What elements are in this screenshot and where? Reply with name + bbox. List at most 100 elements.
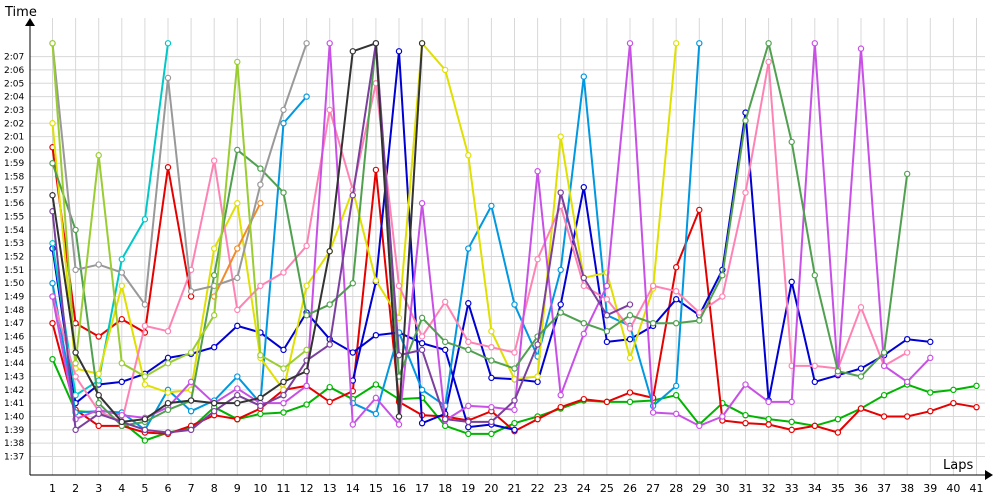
x-tick-label: 37: [877, 482, 891, 495]
x-tick-label: 18: [438, 482, 452, 495]
data-point: [187, 426, 195, 434]
data-point: [488, 202, 495, 210]
x-tick-label: 24: [577, 482, 591, 495]
data-point: [280, 409, 287, 416]
data-point: [626, 335, 634, 343]
x-tick-label: 13: [323, 482, 337, 495]
y-tick-label: 1:37: [4, 453, 24, 463]
series-line: [51, 42, 308, 306]
data-point: [719, 413, 726, 420]
data-point: [511, 349, 518, 356]
y-tick-label: 1:43: [4, 373, 24, 383]
data-point: [210, 343, 218, 351]
data-point: [418, 339, 426, 347]
data-point: [465, 402, 472, 410]
data-point: [280, 120, 287, 127]
y-tick-label: 2:06: [4, 66, 24, 76]
y-tick-label: 1:48: [4, 306, 24, 316]
data-point: [95, 410, 102, 418]
data-point: [303, 367, 310, 375]
data-point: [465, 338, 472, 346]
data-point: [973, 403, 980, 411]
series-layer: [49, 40, 980, 444]
data-point: [488, 357, 495, 364]
data-point: [626, 40, 634, 47]
data-point: [673, 296, 680, 303]
series-17: [49, 40, 426, 426]
data-point: [557, 133, 564, 140]
y-tick-label: 1:39: [4, 426, 24, 436]
data-point: [973, 382, 980, 390]
data-point: [303, 93, 310, 100]
data-point: [880, 362, 888, 370]
series-14: [49, 40, 310, 308]
x-tick-label: 21: [508, 482, 522, 495]
data-point: [904, 413, 911, 420]
data-point: [834, 415, 842, 423]
y-axis-arrow: [25, 18, 35, 26]
data-point: [649, 282, 657, 290]
data-point: [557, 309, 564, 316]
data-point: [765, 415, 772, 423]
data-point: [857, 45, 865, 52]
y-tick-label: 1:40: [4, 413, 24, 423]
data-point: [904, 349, 911, 356]
data-point: [534, 256, 541, 263]
data-point: [649, 409, 657, 416]
data-point: [257, 282, 264, 290]
x-tick-label: 2: [72, 482, 79, 495]
data-point: [395, 413, 403, 420]
x-tick-label: 17: [415, 482, 429, 495]
data-point: [557, 301, 564, 308]
data-point: [880, 391, 888, 399]
data-point: [95, 333, 102, 340]
data-point: [603, 282, 611, 290]
data-point: [465, 346, 472, 354]
data-point: [95, 399, 102, 407]
y-tick-label: 2:04: [4, 93, 24, 103]
data-point: [141, 415, 149, 423]
data-point: [511, 426, 518, 434]
data-point: [719, 272, 726, 279]
data-point: [696, 309, 703, 316]
data-point: [603, 327, 611, 335]
data-point: [488, 374, 495, 382]
y-tick-label: 2:01: [4, 133, 24, 143]
series-line: [351, 50, 931, 425]
data-point: [626, 389, 634, 396]
data-point: [557, 266, 564, 274]
data-point: [857, 365, 865, 372]
data-point: [303, 346, 310, 354]
y-tick-label: 1:49: [4, 293, 24, 303]
series-line: [51, 60, 908, 423]
data-point: [649, 320, 657, 327]
data-point: [788, 278, 795, 286]
data-point: [118, 378, 126, 386]
data-point: [234, 322, 241, 330]
data-point: [904, 378, 911, 386]
data-point: [49, 40, 56, 47]
data-point: [326, 248, 333, 255]
data-point: [326, 301, 333, 308]
y-tick-label: 1:57: [4, 186, 24, 196]
data-point: [49, 280, 56, 287]
series-8: [49, 40, 172, 399]
data-point: [372, 331, 380, 339]
data-point: [534, 373, 541, 380]
data-point: [442, 66, 449, 74]
data-point: [580, 184, 588, 191]
y-tick-label: 2:00: [4, 146, 24, 156]
data-point: [49, 160, 56, 167]
data-point: [673, 264, 680, 271]
data-point: [765, 398, 772, 406]
y-tick-labels: 1:37 1:38 1:39 1:40 1:41 1:42 1:43 1:44 1:45 1:46…: [4, 53, 24, 463]
data-point: [880, 413, 888, 420]
data-point: [303, 282, 310, 290]
data-point: [210, 312, 218, 319]
data-point: [326, 398, 333, 406]
data-point: [210, 245, 218, 252]
data-point: [141, 426, 149, 434]
y-tick-label: 1:54: [4, 226, 24, 236]
x-tick-label: 19: [461, 482, 475, 495]
data-point: [257, 165, 264, 172]
